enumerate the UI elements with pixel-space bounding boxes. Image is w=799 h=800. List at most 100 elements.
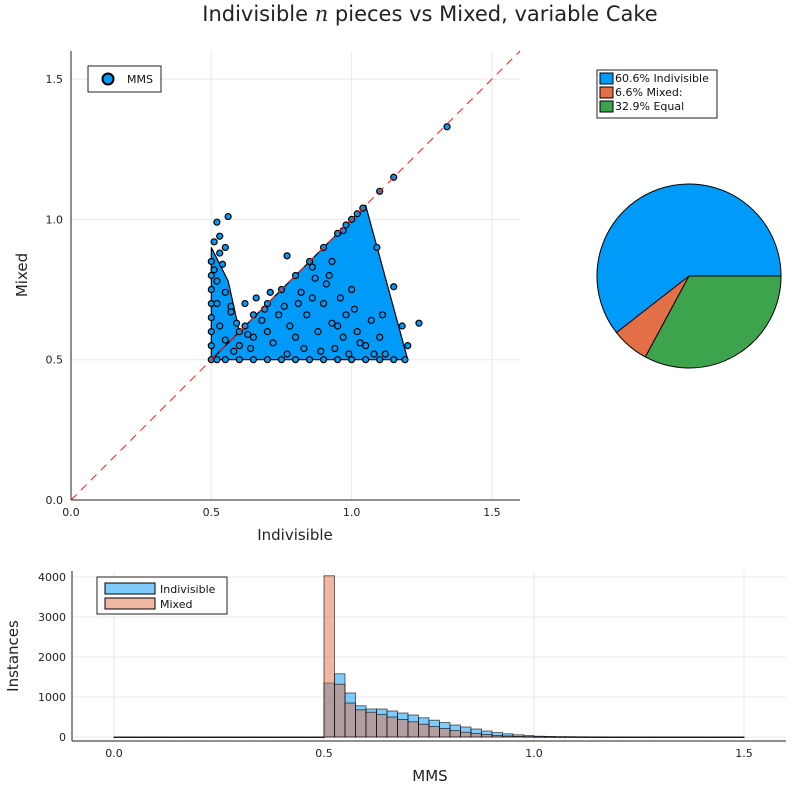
- histogram-bar-mixed: [407, 721, 419, 738]
- scatter-point: [367, 316, 375, 324]
- histogram-bar-mixed: [491, 735, 503, 738]
- scatter-point: [249, 333, 258, 341]
- histogram-bar-mixed: [523, 736, 535, 738]
- scatter-point: [283, 350, 291, 358]
- scatter-point: [247, 344, 255, 353]
- reference-line: [70, 50, 521, 501]
- histogram-bar-mixed: [292, 736, 304, 739]
- scatter-point: [443, 123, 451, 131]
- histogram-bar-mixed: [596, 736, 608, 738]
- histogram-bar-mixed: [565, 736, 577, 738]
- scatter-point: [390, 356, 398, 364]
- histogram-bar-mixed: [691, 736, 703, 739]
- histogram-x-tick: 1.5: [735, 747, 753, 760]
- histogram-x-tick: 1.0: [525, 747, 543, 760]
- scatter-legend: MMS: [87, 65, 162, 93]
- pie-legend-swatch-indivisible: [599, 72, 614, 85]
- pie-chart: 60.6% Indivisible 6.6% Mixed: 32.9% Equa…: [596, 69, 782, 369]
- histogram-bar-mixed: [439, 728, 451, 738]
- histogram-legend-swatch-mixed: [104, 597, 156, 610]
- histogram-bar-mixed: [250, 736, 262, 739]
- histogram-bar-mixed: [733, 736, 745, 739]
- scatter-point: [286, 322, 294, 330]
- histogram-bar-mixed: [397, 719, 409, 738]
- scatter-point: [308, 263, 316, 271]
- scatter-point: [404, 342, 412, 350]
- histogram-bar-mixed: [239, 736, 251, 739]
- histogram-bar-mixed: [680, 736, 692, 739]
- histogram-x-tick: 0.5: [315, 747, 333, 760]
- scatter-point: [336, 294, 344, 302]
- scatter-legend-box: [87, 65, 162, 93]
- scatter-point: [235, 342, 243, 350]
- scatter-point: [398, 322, 406, 330]
- scatter-x-tick: 0.5: [203, 506, 221, 519]
- scatter-point: [249, 356, 258, 364]
- histogram: 0.0 0.5 1.0 1.5 0 1000 2000 3000 4000 MMS Instan…: [4, 571, 786, 785]
- scatter-point: [333, 356, 342, 364]
- scatter-point: [218, 260, 227, 268]
- scatter-point: [283, 252, 291, 260]
- scatter-point: [356, 339, 364, 347]
- scatter-point: [328, 319, 336, 327]
- scatter-y-tick: 1.5: [46, 73, 64, 86]
- scatter-y-label: Mixed: [13, 253, 31, 297]
- scatter-point: [376, 333, 384, 341]
- histogram-bar-mixed: [544, 736, 556, 738]
- chart-title: Indivisible n pieces vs Mixed, variable …: [202, 2, 657, 26]
- pie-legend-swatch-equal: [599, 100, 614, 113]
- histogram-bar-mixed: [481, 734, 493, 738]
- scatter-point: [277, 356, 286, 364]
- pie-legend-label-indivisible: 60.6% Indivisible: [615, 72, 709, 85]
- scatter-point: [263, 328, 272, 336]
- histogram-bar-mixed: [428, 726, 440, 738]
- histogram-bar-mixed: [155, 736, 167, 739]
- pie-slices: [596, 183, 782, 369]
- scatter-point: [376, 356, 384, 364]
- histogram-bar-mixed: [124, 736, 136, 739]
- scatter-point: [269, 339, 277, 347]
- histogram-bar-mixed: [449, 730, 461, 738]
- histogram-legend-swatch-indivisible: [104, 582, 156, 595]
- histogram-bar-mixed: [313, 736, 325, 739]
- histogram-x-tick: 0.0: [105, 747, 123, 760]
- histogram-bar-mixed: [218, 736, 230, 739]
- scatter-point: [280, 302, 288, 310]
- scatter-point: [303, 311, 311, 319]
- scatter-y-tick: 1.0: [46, 213, 64, 226]
- scatter-point: [213, 356, 221, 364]
- scatter-point: [221, 288, 229, 296]
- scatter-point: [297, 288, 305, 296]
- title-after: pieces vs Mixed, variable Cake: [328, 2, 657, 26]
- histogram-bar-mixed: [554, 736, 566, 738]
- scatter-point: [331, 344, 339, 353]
- scatter-point: [339, 333, 347, 341]
- scatter-point: [378, 311, 387, 319]
- histogram-y-label: Instances: [4, 620, 22, 692]
- histogram-bar-mixed: [281, 736, 293, 739]
- histogram-bar-mixed: [334, 683, 346, 738]
- histogram-bar-mixed: [208, 736, 220, 739]
- scatter-plot: 0.0 0.5 1.0 1.5 0.0 0.5 1.0 1.5 Indivisible Mix…: [13, 50, 521, 544]
- scatter-point: [319, 299, 328, 308]
- scatter-point: [213, 299, 221, 308]
- scatter-point: [221, 356, 229, 364]
- scatter-point: [362, 356, 370, 364]
- histogram-y-tick: 2000: [38, 651, 66, 664]
- scatter-point: [314, 328, 322, 336]
- scatter-point: [348, 356, 356, 364]
- scatter-point: [348, 285, 356, 294]
- histogram-bar-mixed: [470, 733, 482, 738]
- histogram-ticks: 0.0 0.5 1.0 1.5 0 1000 2000 3000 4000: [38, 571, 753, 760]
- histogram-bars: [113, 575, 745, 739]
- histogram-legend-label-indivisible: Indivisible: [160, 583, 216, 596]
- scatter-point: [300, 344, 308, 353]
- histogram-bar-mixed: [502, 735, 514, 738]
- title-variable: n: [315, 2, 329, 26]
- scatter-x-tick: 1.0: [343, 506, 361, 519]
- scatter-point: [230, 347, 238, 355]
- histogram-bar-mixed: [176, 736, 188, 739]
- scatter-point: [322, 280, 330, 288]
- histogram-bar-mixed: [670, 736, 682, 739]
- histogram-y-tick: 4000: [38, 571, 66, 584]
